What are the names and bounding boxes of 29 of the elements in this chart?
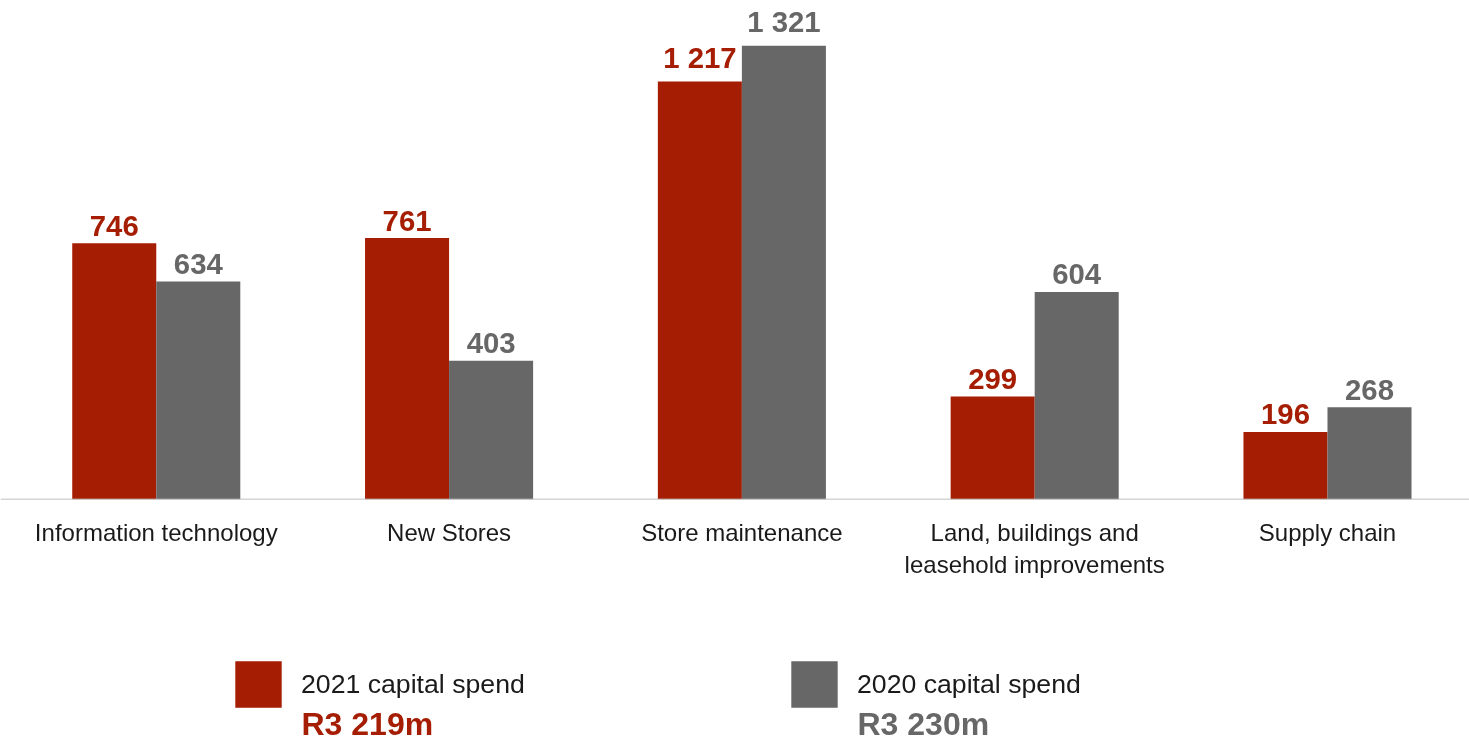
bar [741,45,826,500]
data-label: 604 [1052,257,1102,291]
bar [365,238,450,500]
bar [156,281,241,500]
text: R3 219m [301,705,434,742]
bar [657,81,742,500]
data-label: 761 [382,203,432,237]
bar [1034,291,1119,500]
data-label: 403 [466,326,516,360]
bar [950,396,1035,500]
x-tick-label: Land, buildings and leasehold improvements [904,519,1165,579]
data-label: 1 217 [663,41,737,75]
x-tick-label: Supply chain [1258,519,1397,547]
bar [449,360,534,500]
x-tick-label: Information technology [34,519,278,547]
data-label: 1 321 [747,5,821,39]
data-label: 746 [89,208,139,242]
data-label: 634 [173,247,224,281]
x-tick-label: Store maintenance [641,519,843,547]
bar [1243,431,1328,500]
x-tick-label: New Stores [387,519,512,547]
data-label: 268 [1345,372,1394,406]
bar [1327,407,1412,500]
bar [72,243,157,500]
text: R3 230m [857,705,990,742]
data-label: 299 [968,362,1018,396]
legend-label: 2021 capital spend [301,668,525,700]
legend-label: 2020 capital spend [857,668,1081,700]
data-label: 196 [1261,397,1310,431]
